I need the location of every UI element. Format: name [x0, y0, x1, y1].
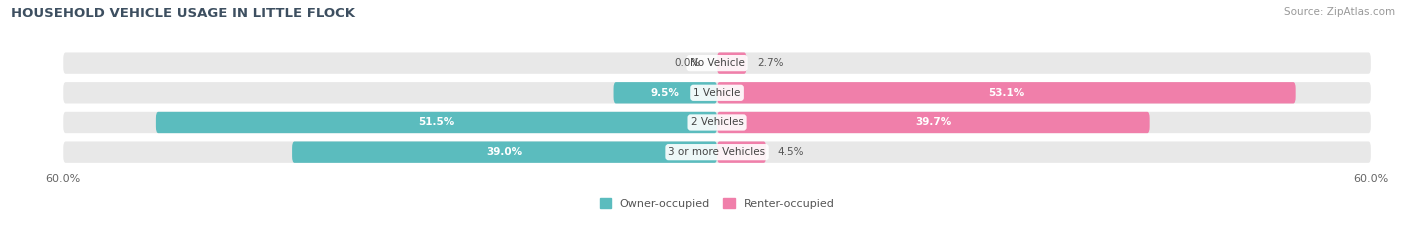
- FancyBboxPatch shape: [63, 142, 1371, 163]
- FancyBboxPatch shape: [717, 112, 1150, 133]
- Text: 1 Vehicle: 1 Vehicle: [693, 88, 741, 98]
- Text: 0.0%: 0.0%: [675, 58, 700, 68]
- Text: Source: ZipAtlas.com: Source: ZipAtlas.com: [1284, 7, 1395, 17]
- Legend: Owner-occupied, Renter-occupied: Owner-occupied, Renter-occupied: [600, 198, 834, 209]
- FancyBboxPatch shape: [156, 112, 717, 133]
- Text: 4.5%: 4.5%: [778, 147, 803, 157]
- Text: 2 Vehicles: 2 Vehicles: [690, 117, 744, 128]
- Text: HOUSEHOLD VEHICLE USAGE IN LITTLE FLOCK: HOUSEHOLD VEHICLE USAGE IN LITTLE FLOCK: [11, 7, 356, 20]
- FancyBboxPatch shape: [63, 82, 1371, 103]
- FancyBboxPatch shape: [292, 142, 717, 163]
- FancyBboxPatch shape: [613, 82, 717, 103]
- FancyBboxPatch shape: [717, 52, 747, 74]
- FancyBboxPatch shape: [63, 112, 1371, 133]
- Text: 39.7%: 39.7%: [915, 117, 952, 128]
- Text: No Vehicle: No Vehicle: [689, 58, 745, 68]
- Text: 9.5%: 9.5%: [651, 88, 679, 98]
- Text: 51.5%: 51.5%: [419, 117, 454, 128]
- Text: 53.1%: 53.1%: [988, 88, 1025, 98]
- FancyBboxPatch shape: [63, 52, 1371, 74]
- FancyBboxPatch shape: [717, 142, 766, 163]
- Text: 39.0%: 39.0%: [486, 147, 523, 157]
- FancyBboxPatch shape: [717, 82, 1296, 103]
- Text: 3 or more Vehicles: 3 or more Vehicles: [668, 147, 766, 157]
- Text: 2.7%: 2.7%: [758, 58, 785, 68]
